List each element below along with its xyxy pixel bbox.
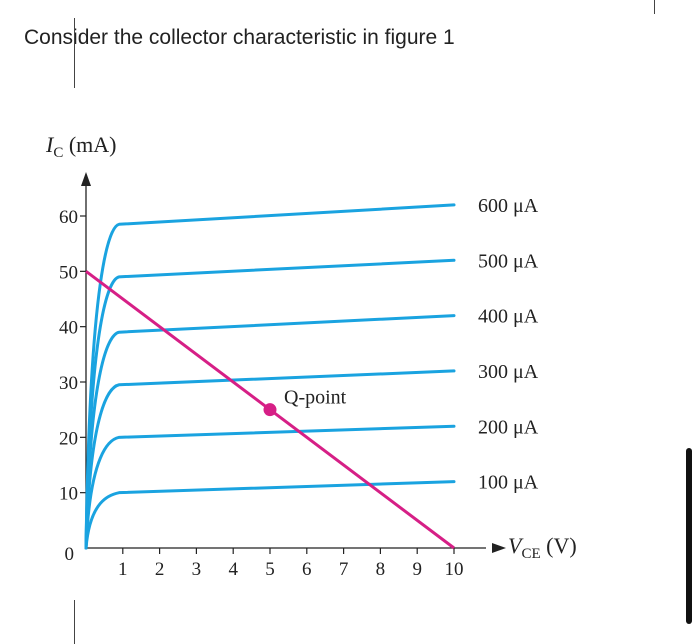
curve-label-1: 100 μA bbox=[478, 472, 539, 494]
q-point-label: Q-point bbox=[284, 387, 347, 409]
curve-label-6: 600 μA bbox=[478, 195, 539, 217]
x-tick-label: 1 bbox=[118, 559, 128, 580]
x-tick-label: 9 bbox=[412, 559, 422, 580]
x-tick-label: 6 bbox=[302, 559, 312, 580]
x-axis-label: VCE (V) bbox=[508, 533, 577, 562]
x-axis-arrow bbox=[492, 543, 506, 553]
base-current-curve-6 bbox=[84, 203, 456, 550]
y-tick-label: 20 bbox=[59, 428, 78, 449]
y-tick-label: 40 bbox=[59, 318, 78, 339]
curve-label-5: 500 μA bbox=[478, 250, 539, 272]
x-tick-label: 8 bbox=[376, 559, 386, 580]
x-tick-label: 10 bbox=[445, 559, 464, 580]
x-tick-label: 4 bbox=[228, 559, 238, 580]
x-tick-label: 7 bbox=[339, 559, 349, 580]
y-axis-arrow bbox=[81, 172, 91, 186]
collector-characteristic-chart: 0 10 20 30 40 50 60 1 2 3 4 5 6 7 8 9 10 IC (mA) VCE (V) 10… bbox=[45, 132, 577, 580]
curve-label-3: 300 μA bbox=[478, 361, 539, 383]
question-text: Consider the collector characteristic in… bbox=[24, 26, 455, 49]
right-edge-tick bbox=[654, 0, 655, 14]
curve-label-4: 400 μA bbox=[478, 306, 539, 328]
vertical-scrollbar[interactable] bbox=[686, 448, 692, 624]
figure-1: 0 10 20 30 40 50 60 1 2 3 4 5 6 7 8 9 10 IC (mA) VCE (V) 10… bbox=[24, 88, 624, 598]
y-tick-label: 10 bbox=[59, 484, 78, 505]
x-tick-label: 3 bbox=[192, 559, 202, 580]
y-tick-label: 0 bbox=[65, 544, 75, 565]
y-tick-label: 50 bbox=[59, 262, 78, 283]
y-tick-label: 60 bbox=[59, 207, 78, 228]
y-axis-label: IC (mA) bbox=[45, 132, 117, 161]
x-tick-label: 2 bbox=[155, 559, 165, 580]
y-tick-label: 30 bbox=[59, 373, 78, 394]
curve-label-2: 200 μA bbox=[478, 416, 539, 438]
x-tick-label: 5 bbox=[265, 559, 275, 580]
text-cursor-top bbox=[74, 18, 75, 88]
base-current-curve-3 bbox=[84, 369, 456, 550]
text-cursor-bottom bbox=[74, 600, 75, 644]
base-current-curve-1 bbox=[84, 480, 456, 550]
q-point-marker bbox=[263, 403, 277, 417]
